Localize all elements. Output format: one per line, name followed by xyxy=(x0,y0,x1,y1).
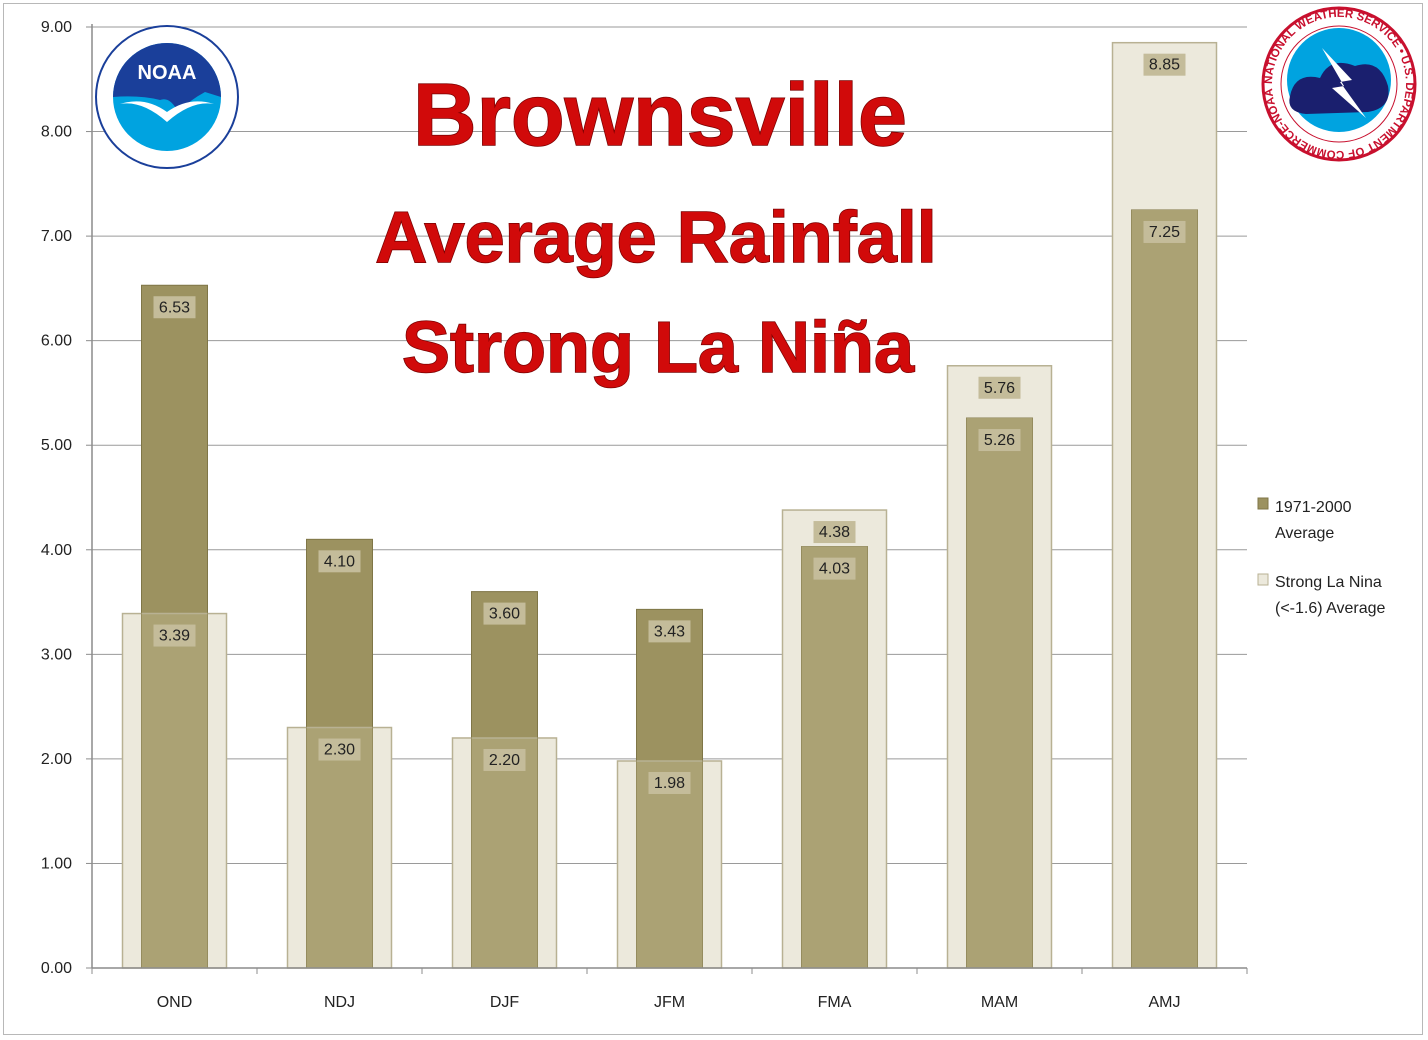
data-label-average-ond-text: 6.53 xyxy=(159,299,190,316)
x-tick-label: DJF xyxy=(490,994,520,1011)
y-tick-label: 2.00 xyxy=(41,751,72,768)
legend-label-average-1: 1971-2000 xyxy=(1275,499,1352,516)
data-label-average-amj-text: 7.25 xyxy=(1149,224,1180,241)
data-label-lanina-amj-box xyxy=(1143,53,1186,76)
legend: 1971-2000 Average Strong La Nina (<-1.6)… xyxy=(1257,497,1386,617)
data-label-lanina-fma: 4.38 xyxy=(813,521,856,544)
y-tick-label: 0.00 xyxy=(41,960,72,977)
bar-overlap-fma xyxy=(801,546,868,968)
x-tick-label: MAM xyxy=(981,994,1018,1011)
data-label-average-amj: 7.25 xyxy=(1143,220,1186,243)
data-label-lanina-jfm-box xyxy=(648,771,691,794)
y-tick-label: 5.00 xyxy=(41,437,72,454)
data-label-lanina-djf: 2.20 xyxy=(483,748,526,771)
data-label-average-ndj: 4.10 xyxy=(318,550,361,573)
bar-overlap-mam xyxy=(966,418,1033,968)
noaa-seagull-icon xyxy=(113,43,221,112)
noaa-logo-text: NOAA xyxy=(138,62,197,84)
bar-overlap-ond xyxy=(141,613,208,968)
data-label-lanina-jfm-text: 1.98 xyxy=(654,775,685,792)
data-label-lanina-ndj-box xyxy=(318,738,361,761)
axes xyxy=(91,24,1247,969)
data-label-average-mam-text: 5.26 xyxy=(984,432,1015,449)
bar-overlap-amj xyxy=(1131,209,1198,968)
data-label-average-ond: 6.53 xyxy=(153,296,196,319)
legend-label-lanina-2: (<-1.6) Average xyxy=(1275,600,1386,617)
nws-logo-inner-ring xyxy=(1280,25,1398,143)
data-label-lanina-amj: 8.85 xyxy=(1143,53,1186,76)
data-label-average-jfm: 3.43 xyxy=(648,620,691,643)
tick-labels: 0.00 1.00 2.00 3.00 4.00 5.00 6.00 7.00 8.00 9.00… xyxy=(41,19,1248,1011)
data-label-lanina-ond-box xyxy=(153,624,196,647)
bar-overlap-ndj xyxy=(306,727,373,968)
data-labels: 6.53 3.39 4.10 2.30 3.60 2.20 3.43 1.98 4.03 4.38… xyxy=(153,53,1186,794)
y-tick-label: 6.00 xyxy=(41,333,72,350)
nws-lightning-icon xyxy=(1322,48,1366,118)
y-tick-label: 9.00 xyxy=(41,19,72,36)
legend-swatch-lanina xyxy=(1257,573,1269,586)
data-label-average-djf: 3.60 xyxy=(483,602,526,625)
x-tick-label: JFM xyxy=(654,994,685,1011)
legend-swatch-average xyxy=(1257,497,1269,510)
data-label-lanina-fma-text: 4.38 xyxy=(819,524,850,541)
x-tick-label: NDJ xyxy=(324,994,355,1011)
data-label-average-mam-box xyxy=(978,429,1021,452)
y-tick-label: 3.00 xyxy=(41,646,72,663)
data-label-lanina-ond: 3.39 xyxy=(153,624,196,647)
data-label-lanina-jfm: 1.98 xyxy=(648,771,691,794)
nws-logo: NATIONAL WEATHER SERVICE • U.S. DEPARTME… xyxy=(1261,6,1417,162)
bar-overlap-jfm xyxy=(636,760,703,968)
data-label-lanina-djf-box xyxy=(483,748,526,771)
data-label-average-mam: 5.26 xyxy=(978,429,1021,452)
data-label-average-fma-box xyxy=(813,557,856,580)
data-label-average-jfm-text: 3.43 xyxy=(654,623,685,640)
data-label-average-ndj-text: 4.10 xyxy=(324,553,355,570)
x-tick-label: OND xyxy=(157,994,193,1011)
data-label-lanina-mam: 5.76 xyxy=(978,376,1021,399)
data-label-average-jfm-box xyxy=(648,620,691,643)
noaa-logo: NOAA xyxy=(95,25,239,169)
gridlines xyxy=(92,26,1247,864)
data-label-lanina-mam-text: 5.76 xyxy=(984,380,1015,397)
chart-title: Brownsville Average Rainfall Strong La N… xyxy=(374,64,937,389)
x-tick-label: AMJ xyxy=(1149,994,1181,1011)
x-tick-label: FMA xyxy=(818,994,852,1011)
y-tick-label: 8.00 xyxy=(41,124,72,141)
legend-label-average-2: Average xyxy=(1275,525,1334,542)
noaa-bird-shape xyxy=(120,101,214,122)
data-label-lanina-djf-text: 2.20 xyxy=(489,752,520,769)
title-line-1: Brownsville xyxy=(413,65,907,164)
data-label-average-fma: 4.03 xyxy=(813,557,856,580)
data-label-lanina-ndj-text: 2.30 xyxy=(324,742,355,759)
data-label-lanina-ond-text: 3.39 xyxy=(159,628,190,645)
data-label-average-djf-box xyxy=(483,602,526,625)
data-label-average-fma-text: 4.03 xyxy=(819,561,850,578)
data-label-lanina-amj-text: 8.85 xyxy=(1149,57,1180,74)
data-label-average-djf-text: 3.60 xyxy=(489,606,520,623)
bars xyxy=(121,41,1218,969)
data-label-lanina-fma-box xyxy=(813,521,856,544)
title-line-3: Strong La Niña xyxy=(402,308,915,388)
data-label-average-amj-box xyxy=(1143,220,1186,243)
data-label-lanina-ndj: 2.30 xyxy=(318,738,361,761)
y-tick-label: 4.00 xyxy=(41,542,72,559)
legend-label-lanina-1: Strong La Nina xyxy=(1275,574,1382,591)
y-tick-label: 7.00 xyxy=(41,228,72,245)
data-label-average-ond-box xyxy=(153,296,196,319)
data-label-lanina-mam-box xyxy=(978,376,1021,399)
bar-overlap-djf xyxy=(471,737,538,968)
data-label-average-ndj-box xyxy=(318,550,361,573)
y-tick-label: 1.00 xyxy=(41,855,72,872)
title-line-2: Average Rainfall xyxy=(375,198,937,278)
